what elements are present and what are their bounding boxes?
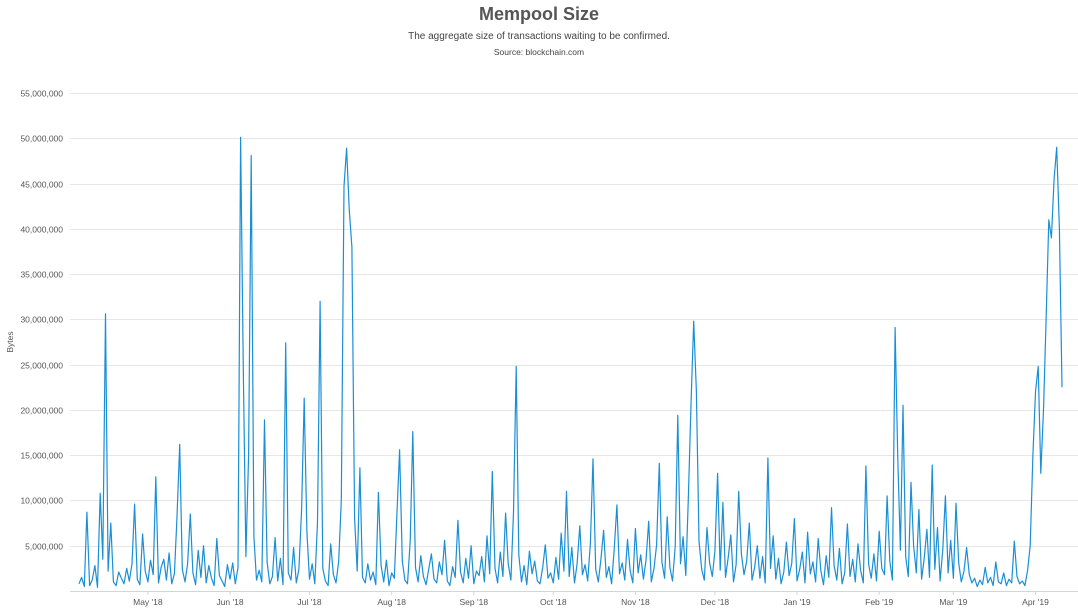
y-tick-label: 35,000,000 <box>20 270 63 280</box>
x-axis-ticks: May '18 Jun '18 Jul '18 Aug '18 Sep '18 Oct '… <box>133 591 1049 607</box>
y-tick-label: 45,000,000 <box>20 180 63 190</box>
y-tick-label: 15,000,000 <box>20 451 63 461</box>
x-tick-label: Feb '19 <box>865 597 893 607</box>
x-tick-label: Dec '18 <box>701 597 730 607</box>
y-tick-label: 30,000,000 <box>20 315 63 325</box>
x-tick-label: Sep '18 <box>460 597 489 607</box>
y-tick-label: 10,000,000 <box>20 496 63 506</box>
x-tick-label: Jan '19 <box>783 597 810 607</box>
chart-subtitle: The aggregate size of transactions waiti… <box>408 31 670 42</box>
y-tick-label: 5,000,000 <box>25 542 63 552</box>
y-tick-label: 25,000,000 <box>20 361 63 371</box>
x-tick-label: Oct '18 <box>540 597 567 607</box>
y-axis-label: Bytes <box>5 331 15 352</box>
x-tick-label: Jul '18 <box>297 597 322 607</box>
y-tick-label: 50,000,000 <box>20 134 63 144</box>
x-tick-label: Aug '18 <box>377 597 406 607</box>
chart-source: Source: blockchain.com <box>493 47 585 57</box>
x-tick-label: Jun '18 <box>216 597 243 607</box>
x-tick-label: May '18 <box>133 597 163 607</box>
y-tick-label: 40,000,000 <box>20 225 63 235</box>
y-tick-label: 55,000,000 <box>20 89 63 99</box>
chart-title: Mempool Size <box>478 4 599 24</box>
series-line-mempool-size <box>78 136 1063 588</box>
x-tick-label: Mar '19 <box>939 597 967 607</box>
x-tick-label: Apr '19 <box>1022 597 1049 607</box>
gridlines <box>70 93 1078 592</box>
y-axis-ticks: 5,000,000 10,000,000 15,000,000 20,000,000 2… <box>20 89 63 552</box>
y-tick-label: 20,000,000 <box>20 406 63 416</box>
x-tick-label: Nov '18 <box>621 597 650 607</box>
